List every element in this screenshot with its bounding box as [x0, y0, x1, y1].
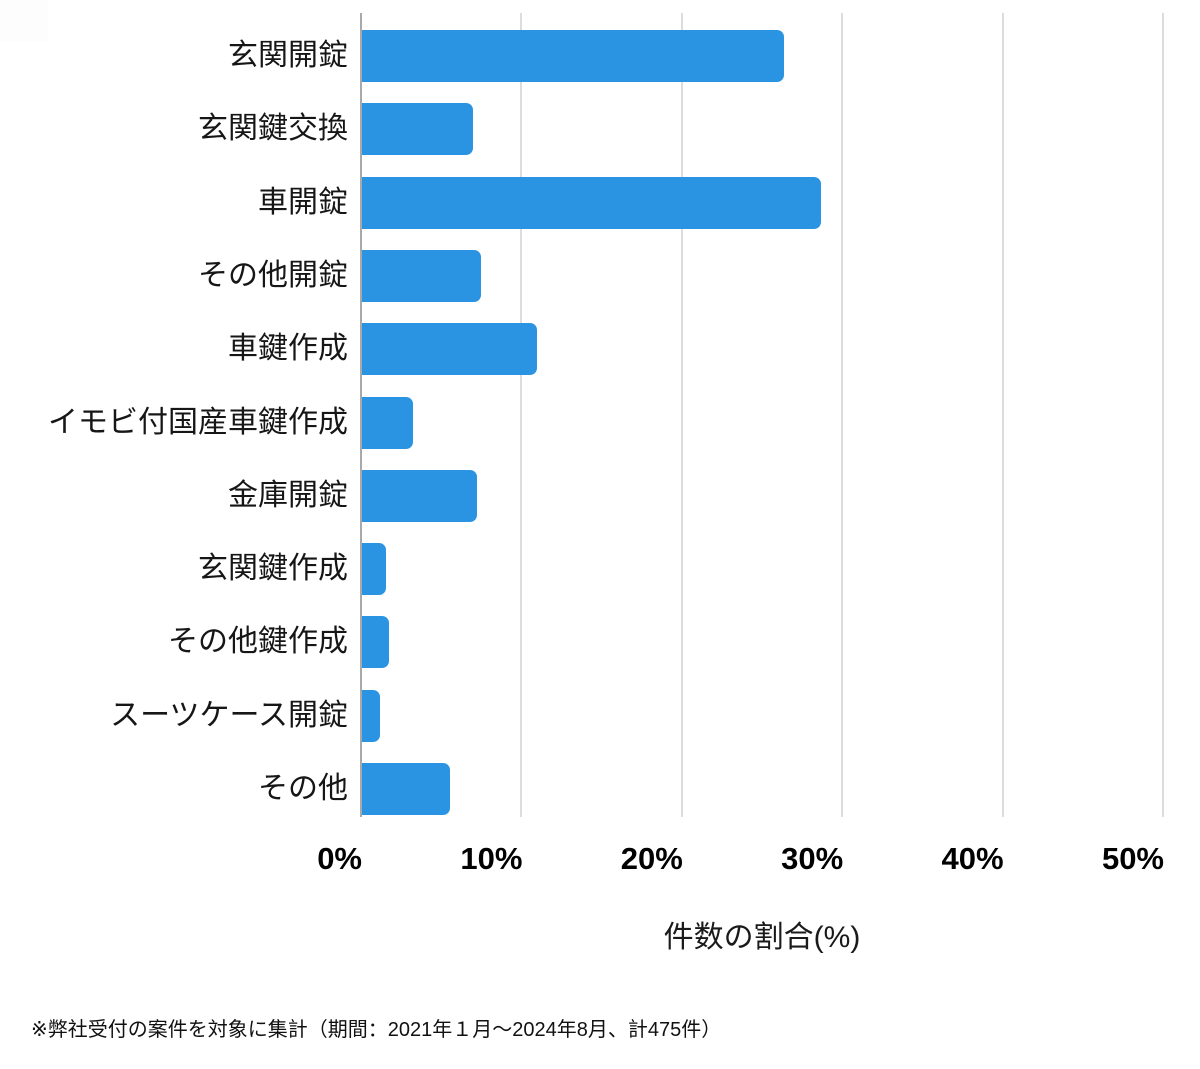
category-label: 玄関鍵作成	[198, 552, 348, 586]
bar	[362, 763, 451, 815]
bar	[362, 176, 821, 229]
gridline	[520, 13, 523, 817]
gridline	[1162, 13, 1164, 817]
category-label: 玄関開錠	[228, 39, 348, 72]
category-label: イモビ付国産車鍵作成	[48, 405, 348, 439]
x-axis-title: 件数の割合(%)	[663, 921, 861, 954]
bar	[362, 616, 390, 669]
x-tick-label: 0%	[317, 841, 362, 876]
bar	[362, 30, 784, 82]
bar	[362, 689, 380, 742]
bar	[362, 396, 414, 449]
category-label: 車鍵作成	[228, 332, 348, 366]
x-tick-label: 30%	[781, 841, 844, 876]
category-label: その他	[258, 772, 348, 805]
category-label: その他開錠	[198, 258, 348, 292]
bar	[362, 323, 537, 376]
category-label: 玄関鍵交換	[198, 112, 348, 146]
corner-artifact	[0, 0, 48, 42]
category-label: その他鍵作成	[168, 625, 348, 659]
category-label: 車開錠	[258, 185, 348, 219]
y-axis-line	[360, 13, 362, 817]
category-label: 金庫開錠	[228, 478, 348, 512]
gridline	[841, 13, 844, 817]
plot-area	[360, 13, 1164, 817]
bar	[362, 543, 387, 596]
bar	[362, 469, 478, 522]
x-tick-label: 10%	[460, 841, 523, 876]
gridline	[1001, 13, 1004, 817]
x-tick-label: 40%	[941, 841, 1004, 876]
category-label: スーツケース開錠	[110, 698, 348, 732]
gridline	[680, 13, 683, 817]
x-tick-label: 50%	[1101, 841, 1164, 876]
footnote: ※弊社受付の案件を対象に集計（期間：2021年１月～2024年8月、計475件）	[31, 1019, 722, 1041]
bar	[362, 103, 473, 156]
bar	[362, 249, 481, 302]
x-tick-label: 20%	[620, 841, 683, 876]
